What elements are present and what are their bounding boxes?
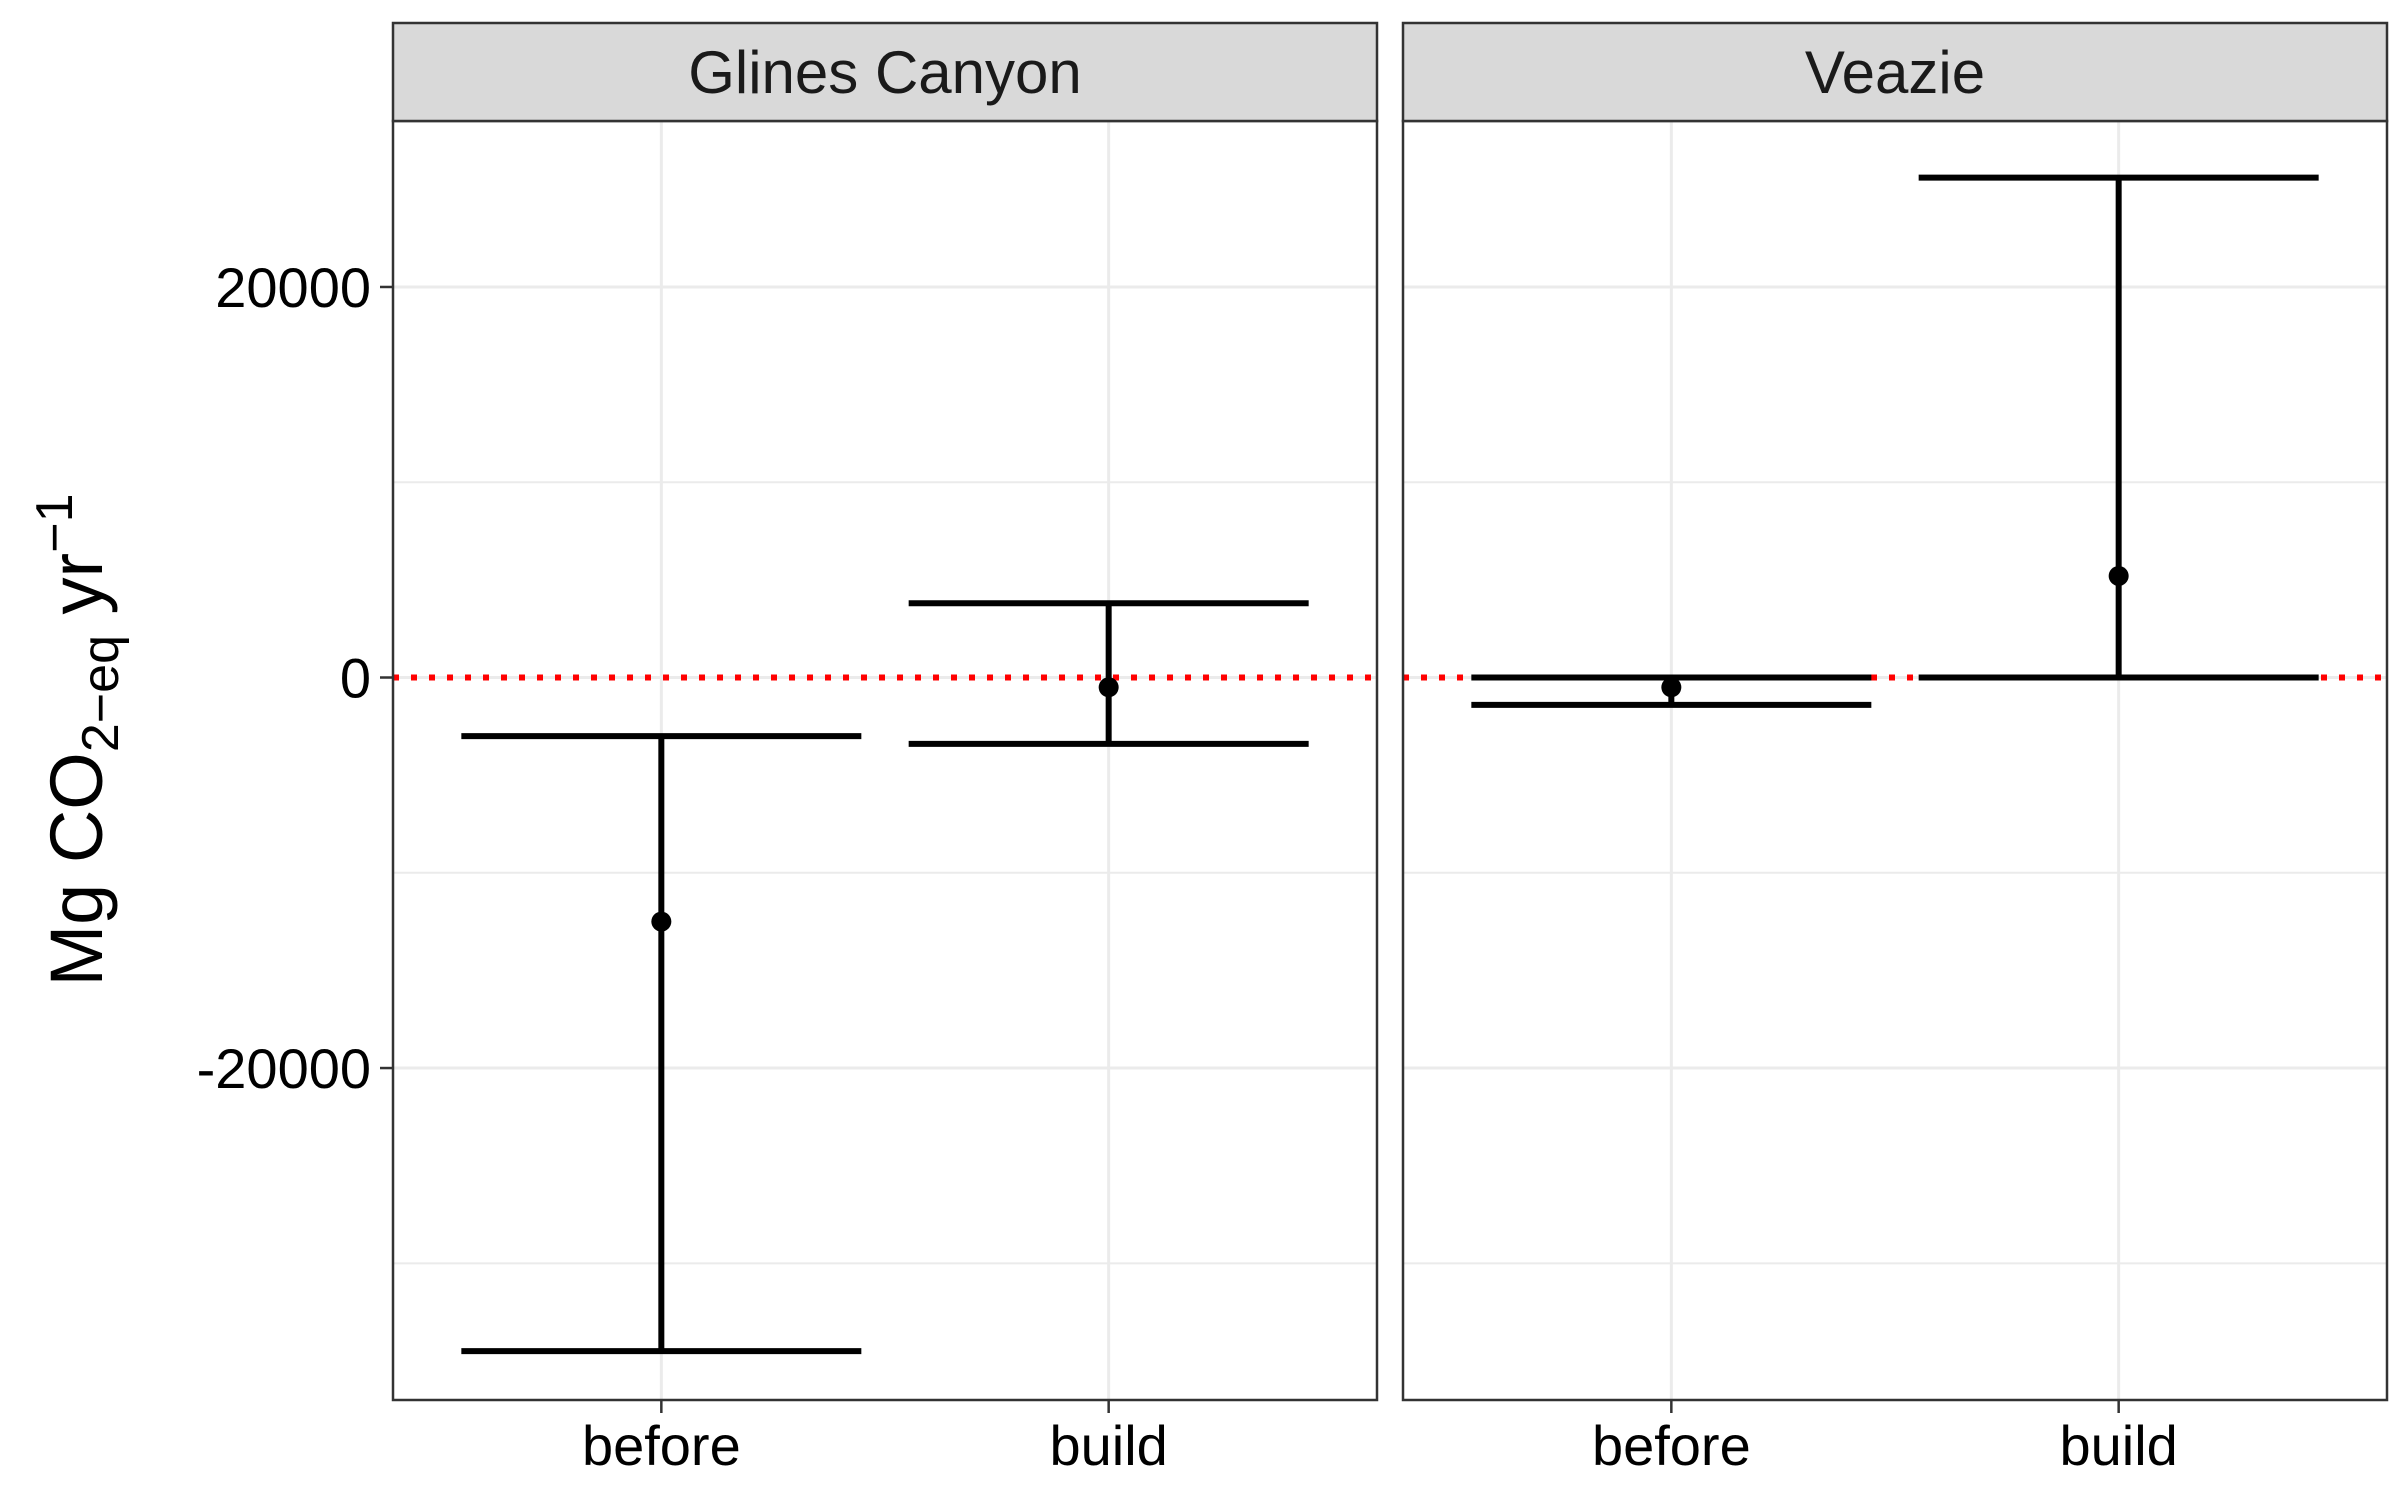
y-tick-label: -20000 (197, 1037, 371, 1100)
data-point (1661, 677, 1682, 698)
panel-strip-label: Glines Canyon (688, 39, 1082, 106)
error-bar (1918, 174, 2319, 681)
x-tick-label: build (2059, 1414, 2177, 1477)
panel-strip-label: Veazie (1805, 39, 1985, 106)
x-tick-label: build (1049, 1414, 1167, 1477)
x-tick-label: before (582, 1414, 741, 1477)
y-axis-title-superscript: −1 (26, 494, 84, 553)
y-axis-title: Mg CO2−eq yr−1 (26, 494, 130, 987)
data-point (2108, 565, 2129, 586)
panel-strip (391, 21, 1379, 123)
error-bar (1471, 674, 1872, 708)
panel-background (393, 121, 1377, 1400)
y-tick-label: 0 (340, 647, 371, 710)
data-point (1098, 677, 1119, 698)
panel-0: Glines Canyon before build (391, 21, 1379, 1477)
y-tick-label: 20000 (215, 256, 371, 319)
panel-background (1403, 121, 2387, 1400)
x-tick-label: before (1592, 1414, 1751, 1477)
data-point (651, 911, 672, 932)
panel-strip (1401, 21, 2389, 123)
y-axis-title-subscript: 2−eq (72, 635, 130, 752)
y-axis-title-mid: yr (35, 553, 118, 635)
y-axis-title-base: Mg CO (35, 752, 118, 986)
panel-1: Veazie before build (1401, 21, 2389, 1477)
error-bar (461, 733, 862, 1355)
error-bar (908, 600, 1309, 747)
